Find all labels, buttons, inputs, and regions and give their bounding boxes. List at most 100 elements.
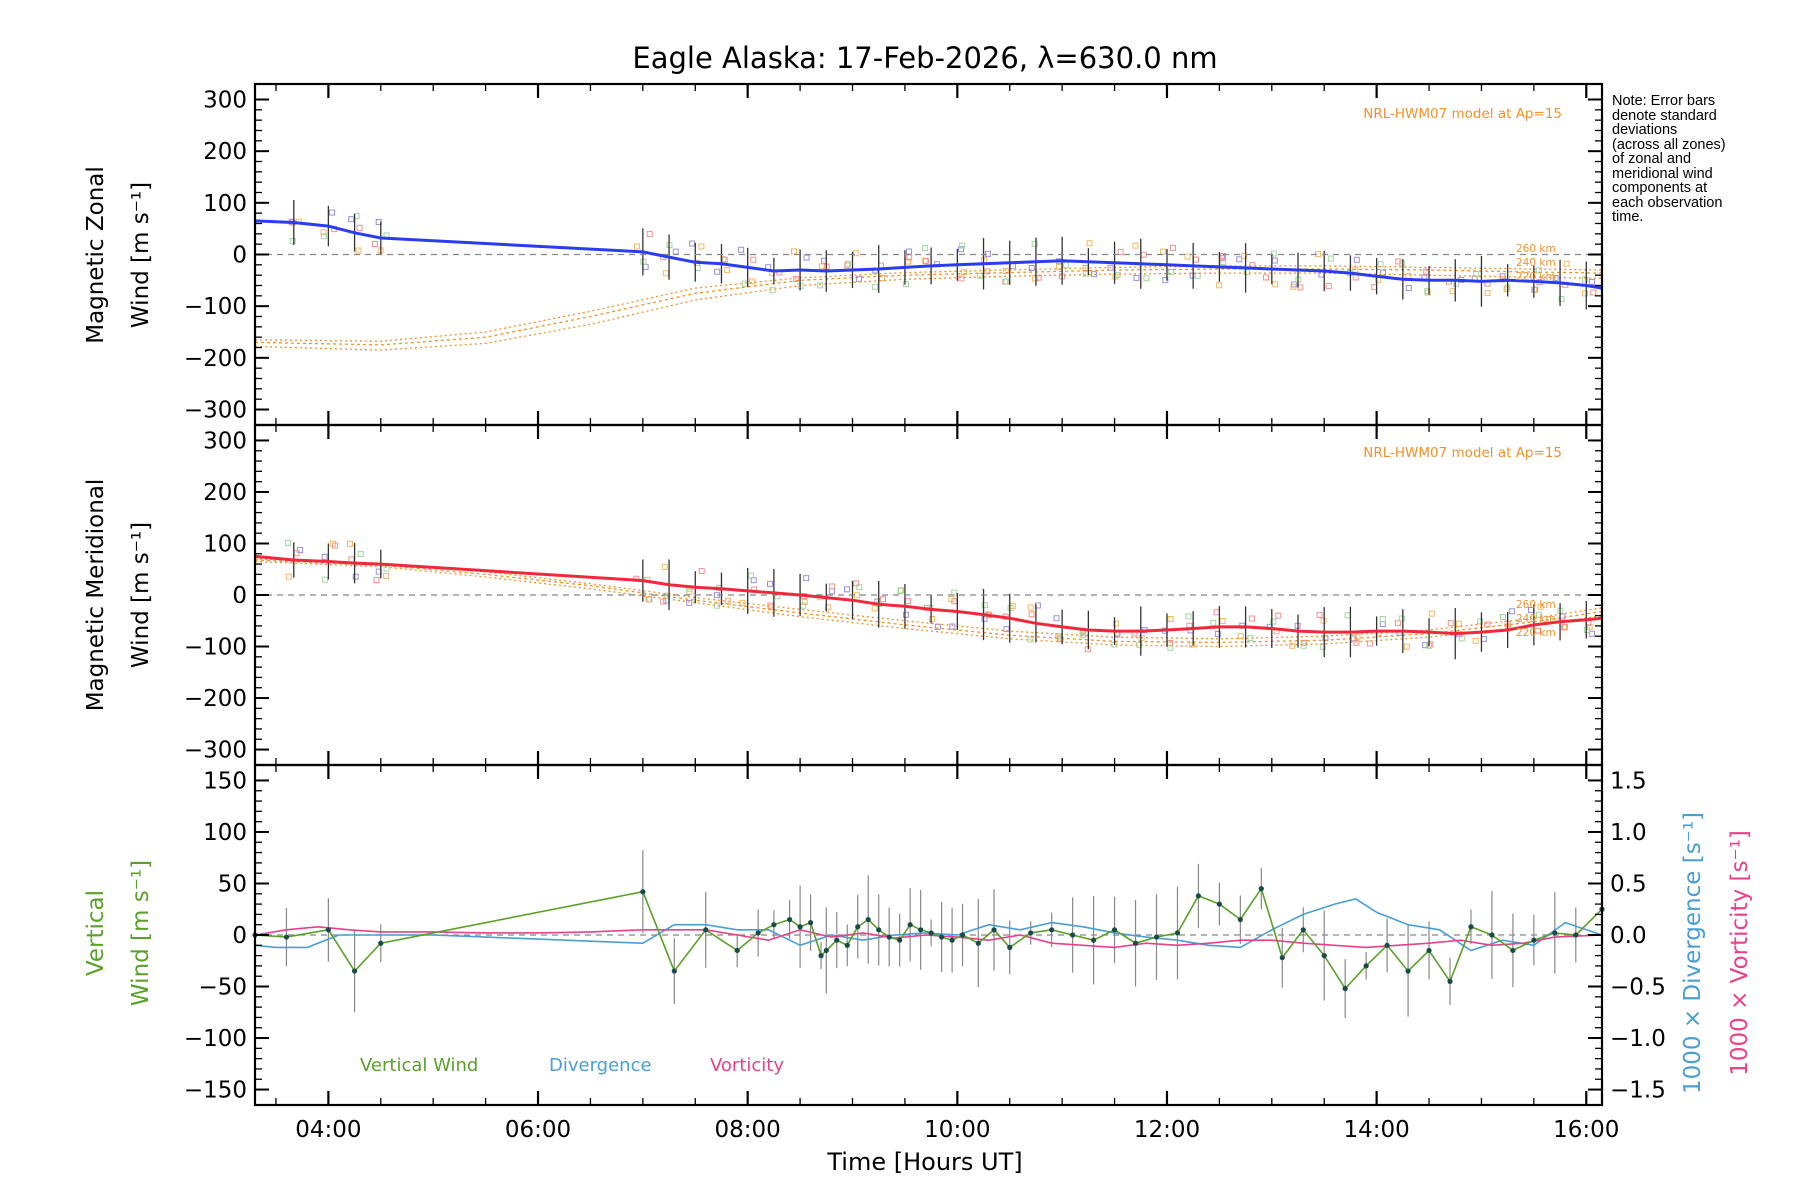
vertical-y-ticks: 150 100 50 0 −50 −100 −150 (184, 768, 1602, 1104)
wind-sample (1003, 626, 1010, 633)
vertical-wind-point (1300, 927, 1306, 933)
wind-sample (1271, 257, 1278, 264)
wind-sample (1319, 643, 1326, 650)
vertical-wind-point (1007, 944, 1013, 950)
wind-sample (929, 615, 936, 622)
wind-sample (1053, 615, 1060, 622)
y-tick-label: 200 (203, 480, 247, 506)
legend-vertical-wind: Vertical Wind (360, 1055, 478, 1076)
wind-sample (1009, 263, 1016, 270)
vertical-wind-point (1111, 927, 1118, 933)
wind-sample (1213, 609, 1220, 616)
wind-sample (1289, 642, 1296, 649)
meridional-model-label: NRL-HWM07 model at Ap=15 (1363, 445, 1562, 461)
zonal-wind-panel: 300 200 100 0 −100 −200 −300 NRL-HWM07 model a… (83, 82, 1604, 427)
wind-sample (1537, 603, 1544, 610)
vertical-wind-point (807, 920, 814, 926)
wind-sample (1353, 639, 1360, 646)
wind-sample (1236, 256, 1243, 263)
wind-sample (1424, 288, 1431, 295)
wind-sample (320, 233, 327, 240)
wind-sample (297, 546, 304, 553)
y-tick-label: 0 (232, 243, 247, 269)
wind-sample (902, 611, 909, 618)
wind-sample (949, 623, 956, 630)
wind-sample (285, 573, 292, 580)
legend-vorticity: Vorticity (710, 1055, 784, 1076)
wind-sample (1216, 282, 1223, 289)
wind-sample (959, 242, 966, 249)
vertical-wind-point (975, 940, 981, 946)
y-tick-label: −100 (184, 1026, 247, 1052)
wind-sample (1160, 248, 1167, 255)
wind-sample (897, 587, 904, 594)
vertical-wind-point (918, 927, 924, 933)
wind-sample (738, 246, 745, 253)
vorticity-axis-label: 1000 × Vorticity [s⁻¹] (1727, 830, 1753, 1076)
wind-sample (1133, 274, 1140, 281)
vertical-wind-point (1049, 927, 1055, 933)
vertical-wind-point (907, 922, 913, 928)
wind-sample (1535, 267, 1542, 274)
zonal-x-ticks (275, 84, 1588, 425)
wind-sample (633, 243, 640, 250)
wind-sample (1241, 253, 1248, 260)
y2-tick-label: −0.5 (1610, 975, 1666, 1001)
wind-sample (872, 283, 879, 290)
zonal-y-ticks: 300 200 100 0 −100 −200 −300 (184, 88, 1602, 424)
wind-sample (905, 598, 912, 605)
wind-sample (662, 270, 669, 277)
legend-divergence: Divergence (549, 1055, 652, 1076)
wind-sample (854, 592, 861, 599)
wind-sample (1366, 640, 1373, 647)
vertical-wind-point (1426, 947, 1432, 954)
wind-sample (803, 575, 810, 582)
note-line: deviations (1612, 122, 1678, 138)
vertical-wind-point (1510, 947, 1516, 954)
meridional-model-alt-240: 240 km (1516, 613, 1556, 625)
wind-sample (1112, 620, 1119, 627)
wind-sample (1455, 620, 1462, 627)
wind-sample (1581, 290, 1588, 297)
x-tick-label: 04:00 (295, 1117, 361, 1143)
x-axis-label: Time [Hours UT] (826, 1148, 1022, 1176)
wind-sample (1395, 258, 1402, 265)
wind-sample (856, 275, 863, 282)
wind-sample (1167, 268, 1174, 275)
y2-tick-label: −1.0 (1610, 1026, 1666, 1052)
wind-sample (1263, 274, 1270, 281)
y-tick-label: −200 (184, 686, 247, 712)
model-curve (254, 559, 1603, 644)
wind-sample (1582, 276, 1589, 283)
wind-sample (958, 246, 965, 253)
wind-sample (348, 216, 355, 223)
wind-sample (1327, 255, 1334, 262)
vertical-wind-point (1153, 934, 1160, 940)
wind-sample (1079, 632, 1086, 639)
wind-sample (1272, 281, 1279, 288)
vertical-wind-point (876, 927, 882, 933)
wind-sample (1590, 289, 1597, 296)
vertical-wind-points (252, 886, 1605, 992)
wind-sample (672, 248, 679, 255)
vertical-wind-point (771, 922, 777, 928)
wind-sample (984, 268, 991, 275)
wind-sample (1300, 642, 1307, 649)
vertical-wind-point (1028, 930, 1034, 936)
note-line: each observation (1612, 194, 1723, 211)
wind-sample (922, 244, 929, 251)
wind-sample (981, 602, 988, 609)
vertical-wind-point (351, 968, 358, 974)
wind-sample (661, 563, 668, 570)
y-tick-label: 50 (218, 871, 247, 897)
wind-sample (1170, 244, 1177, 251)
wind-sample (1063, 262, 1070, 269)
vertical-wind-point (959, 932, 966, 938)
wind-sample (747, 572, 754, 579)
wind-sample (1473, 270, 1480, 277)
meridional-model-lines (254, 558, 1603, 648)
vertical-wind-point (378, 940, 384, 946)
vertical-wind-point (844, 942, 850, 948)
wind-sample (320, 229, 327, 236)
wind-sample (686, 599, 693, 606)
